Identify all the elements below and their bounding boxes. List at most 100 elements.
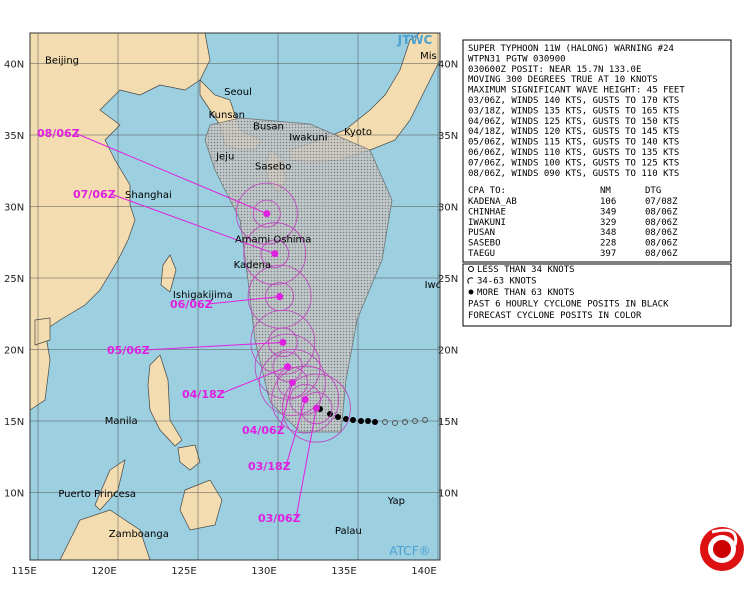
cpa-cell: SASEBO [468,239,501,249]
warning-line: 03/18Z, WINDS 135 KTS, GUSTS TO 165 KTS [468,106,679,116]
forecast-label: 03/06Z [258,512,301,525]
forecast-position [271,250,279,258]
cpa-cell: 08/06Z [645,228,678,238]
warning-line: 05/06Z, WINDS 115 KTS, GUSTS TO 140 KTS [468,138,679,148]
cpa-header: CPA TO: [468,186,506,196]
lat-label: 40N [438,60,458,71]
place-name: Sasebo [255,161,291,172]
label-leader [207,296,280,305]
forecast-position [301,396,309,404]
cpa-cell: 07/08Z [645,197,678,207]
lat-label: 20N [438,346,458,357]
place-name: Mis [420,51,437,62]
logo [700,527,744,571]
lat-label: 10N [4,489,24,500]
legend-entry: LESS THAN 34 KNOTS [477,265,575,275]
cpa-header: NM [600,186,611,196]
warning-line: 03/06Z, WINDS 140 KTS, GUSTS TO 170 KTS [468,96,679,106]
wind-radius [281,373,351,443]
wind-radius [300,392,333,425]
cpa-cell: 228 [600,239,616,249]
lat-label: 25N [438,274,458,285]
legend-entry: MORE THAN 63 KNOTS [477,288,575,298]
wind-radius [254,333,321,400]
forecast-label: 03/18Z [248,460,291,473]
map-frame [29,32,441,561]
forecast-position [263,210,271,218]
cpa-cell: 08/06Z [645,218,678,228]
legend-symbol [468,266,474,272]
label-leader [219,366,288,395]
warning-line: MOVING 300 DEGREES TRUE AT 10 KNOTS [468,75,658,85]
wind-radius [265,282,295,312]
wind-radius [276,366,308,398]
forecast-position [284,363,292,371]
label-leader [285,399,306,467]
place-name: Kadena [234,260,271,271]
forecast-label: 07/06Z [73,188,116,201]
cpa-cell: 106 [600,197,616,207]
lat-label: 20N [4,346,24,357]
lat-label: 15N [438,417,458,428]
cpa-cell: 08/06Z [645,207,678,217]
warning-line: 030600Z POSIT: NEAR 15.7N 133.0E [468,65,641,75]
past-track [317,406,378,425]
legend-symbol [467,277,474,284]
lat-label: 30N [438,203,458,214]
wind-radius [252,199,281,228]
lon-label: 135E [331,566,356,577]
legend-box [462,263,732,327]
label-leader [279,382,293,431]
place-name: Kyoto [344,127,372,138]
place-name: Puerto Princesa [58,489,136,500]
label-leader [295,408,317,519]
legend-entry: PAST 6 HOURLY CYCLONE POSITS IN BLACK [468,300,669,310]
place-name: Ishigakijima [173,290,233,301]
wind-radius [272,351,303,382]
cpa-cell: 349 [600,207,616,217]
place-name: Palau [335,526,362,537]
place-name: Iwo [425,280,442,291]
cpa-cell: 329 [600,218,616,228]
place-name: Manila [105,416,138,427]
cpa-cell: 08/06Z [645,249,678,259]
warning-line: WTPN31 PGTW 030900 [468,54,566,64]
forecast-label: 08/06Z [37,127,80,140]
wind-radius [235,182,298,245]
place-name: Busan [253,121,284,132]
lat-label: 10N [438,489,458,500]
forecast-label: 05/06Z [107,344,150,357]
place-name: Seoul [224,87,252,98]
forecast-label: 04/06Z [242,424,285,437]
lon-label: 140E [411,566,436,577]
warning-line: SUPER TYPHOON 11W (HALONG) WARNING #24 [468,44,674,54]
warning-line: MAXIMUM SIGNIFICANT WAVE HEIGHT: 45 FEET [468,86,685,96]
wind-radius [243,222,307,286]
place-name: Yap [387,496,405,507]
lat-label: 40N [4,60,24,71]
lat-label: 30N [4,203,24,214]
forecast-label: 04/18Z [182,388,225,401]
warning-line: 08/06Z, WINDS 090 KTS, GUSTS TO 110 KTS [468,169,679,179]
wind-radius [271,365,340,434]
legend-entry: FORECAST CYCLONE POSITS IN COLOR [468,311,642,321]
cpa-cell: TAEGU [468,249,495,259]
legend-entry: 34-63 KNOTS [477,277,537,287]
place-name: Iwakuni [289,133,327,144]
cpa-header: DTG [645,186,661,196]
cpa-cell: PUSAN [468,228,495,238]
lat-label: 15N [4,417,24,428]
wind-radius [247,264,312,329]
cpa-cell: 397 [600,249,616,259]
forecast-position [276,293,284,301]
forecast-label: 06/06Z [170,298,213,311]
warning-line: 07/06Z, WINDS 100 KTS, GUSTS TO 125 KTS [468,158,679,168]
corner-label: JTWC [397,33,433,47]
cpa-cell: IWAKUNI [468,218,506,228]
warning-line: 04/18Z, WINDS 120 KTS, GUSTS TO 145 KTS [468,127,679,137]
cpa-cell: CHINHAE [468,207,506,217]
label-leader [110,193,275,255]
map: 03/06Z 03/18Z 04/06Z 04/18Z 05/06Z 06/06Z 07/0… [30,33,442,560]
label-leader [144,341,283,351]
